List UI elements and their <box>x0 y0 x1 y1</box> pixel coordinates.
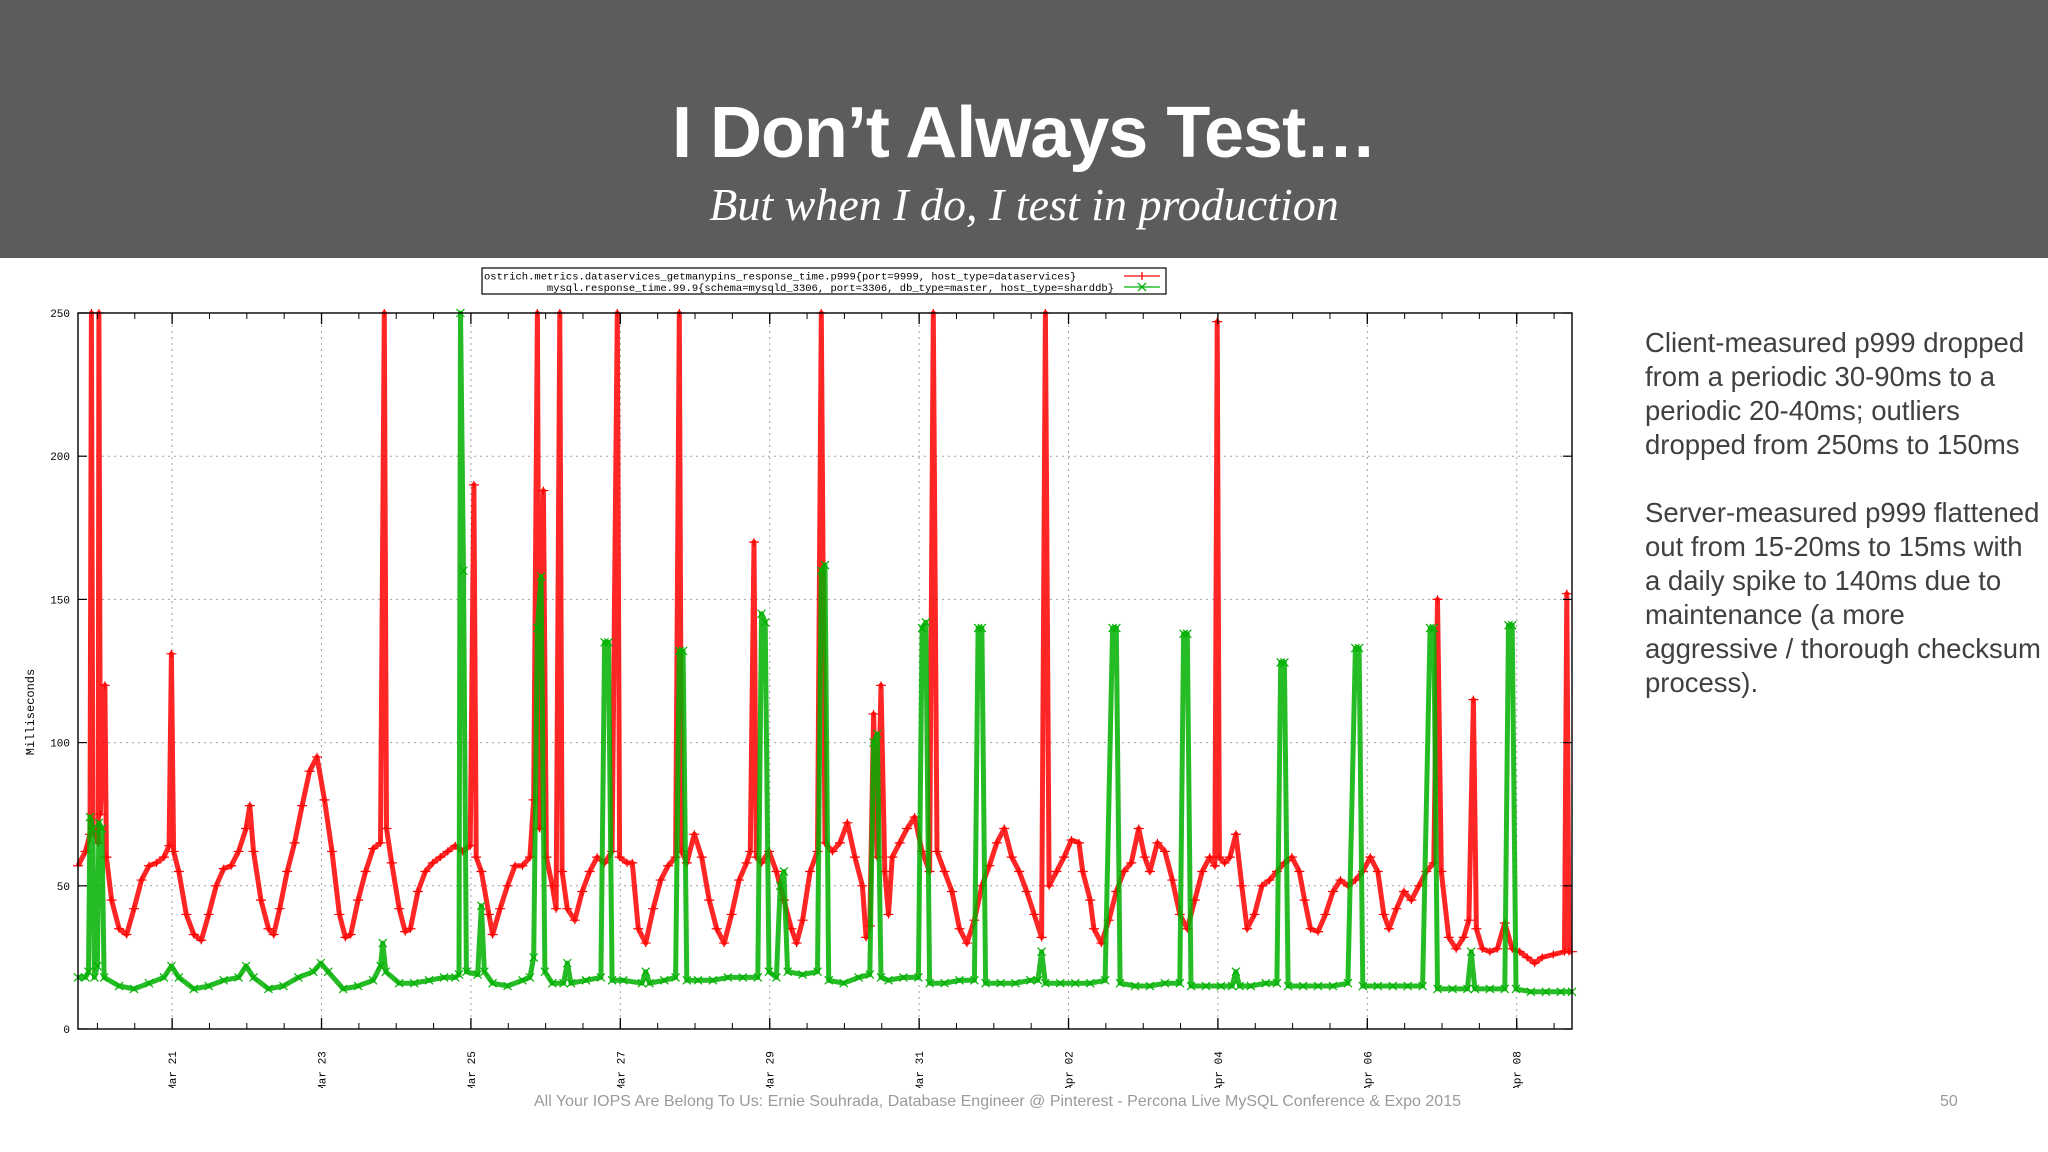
latency-chart: 0 50 100 150 200 250 Mar 21 Mar 23 Mar 25 Mar 27 M… <box>0 258 1600 1091</box>
series-server-p999 <box>78 310 1572 995</box>
y-tick-label: 50 <box>57 882 70 894</box>
chart-legend: ostrich.metrics.dataservices_getmanypins… <box>481 267 1167 295</box>
plot-frame <box>77 312 1573 1030</box>
y-tick-label: 200 <box>50 452 70 464</box>
chart-canvas: 0 50 100 150 200 250 Mar 21 Mar 23 Mar 25 Mar 27 M… <box>24 267 1577 1091</box>
x-tick-label: Mar 23 <box>318 1051 330 1088</box>
x-tick-label: Apr 04 <box>1214 1051 1226 1088</box>
slide-footer: All Your IOPS Are Belong To Us: Ernie So… <box>534 1093 1461 1110</box>
page-number: 50 <box>1940 1093 1958 1110</box>
x-tick-label: Mar 29 <box>766 1051 778 1088</box>
y-tick-label: 150 <box>50 595 70 607</box>
slide-subtitle: But when I do, I test in production <box>709 179 1339 230</box>
x-tick-label: Apr 08 <box>1513 1051 1525 1088</box>
x-marker-icon <box>1137 282 1147 292</box>
note-server: Server-measured p999 flattened out from … <box>1645 497 2041 698</box>
y-tick-label: 100 <box>50 739 70 751</box>
chart-series <box>73 308 1577 997</box>
server-markers <box>73 308 1577 997</box>
x-tick-label: Mar 31 <box>915 1051 927 1088</box>
slide-notes: Client-measured p999 dropped from a peri… <box>1645 326 2045 734</box>
legend-label-client: ostrich.metrics.dataservices_getmanypins… <box>484 272 1076 284</box>
chart-axes: 0 50 100 150 200 250 Mar 21 Mar 23 Mar 25 Mar 27 M… <box>50 309 1572 1091</box>
x-tick-label: Mar 25 <box>467 1051 479 1088</box>
y-tick-label: 250 <box>50 309 70 321</box>
legend-label-server: mysql.response_time.99.9{schema=mysqld_3… <box>547 283 1114 295</box>
slide-header: I Don’t Always Test… But when I do, I te… <box>0 0 2048 258</box>
note-client: Client-measured p999 dropped from a peri… <box>1645 327 2025 460</box>
slide-title: I Don’t Always Test… <box>671 93 1377 173</box>
x-tick-label: Apr 06 <box>1363 1051 1375 1088</box>
y-tick-label: 0 <box>63 1025 70 1037</box>
x-tick-label: Apr 02 <box>1065 1051 1077 1088</box>
legend-box <box>481 267 1167 295</box>
x-tick-label: Mar 27 <box>616 1051 628 1088</box>
x-tick-label: Mar 21 <box>168 1051 180 1088</box>
y-axis-label: Milliseconds <box>24 669 38 755</box>
